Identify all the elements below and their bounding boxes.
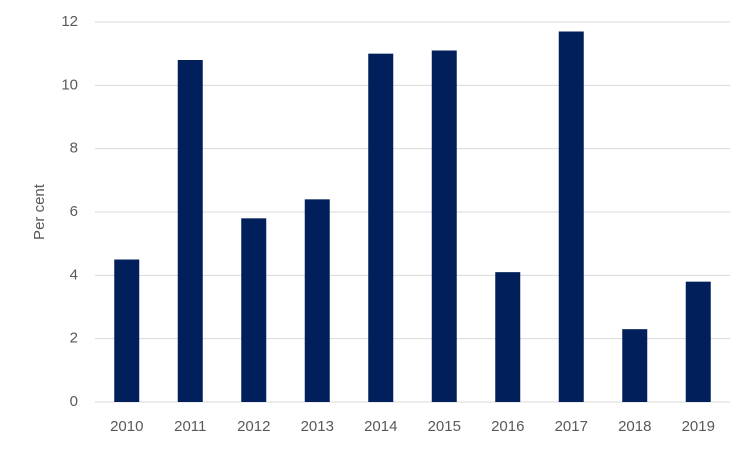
y-tick-label: 8 [70,140,78,157]
y-axis-label: Per cent [31,183,48,240]
x-tick-label: 2012 [237,418,270,435]
x-tick-label: 2014 [364,418,397,435]
y-tick-label: 6 [70,203,78,220]
x-tick-label: 2015 [428,418,461,435]
bar [304,199,330,402]
y-tick-label: 4 [70,266,78,283]
y-tick-label: 12 [61,13,78,30]
bar [558,31,584,402]
bar [622,329,648,402]
y-tick-label: 0 [70,393,78,410]
y-tick-label: 2 [70,330,78,347]
bar [685,281,711,402]
bar [177,60,203,402]
bar [368,53,394,403]
bar [431,50,457,402]
x-tick-label: 2013 [301,418,334,435]
x-tick-label: 2018 [618,418,651,435]
x-tick-label: 2010 [110,418,143,435]
x-tick-label: 2016 [491,418,524,435]
bar [495,272,521,402]
x-tick-label: 2017 [555,418,588,435]
bar [241,218,267,402]
bar [114,259,140,402]
x-tick-label: 2019 [682,418,715,435]
y-tick-label: 10 [61,76,78,93]
x-tick-label: 2011 [174,418,206,435]
